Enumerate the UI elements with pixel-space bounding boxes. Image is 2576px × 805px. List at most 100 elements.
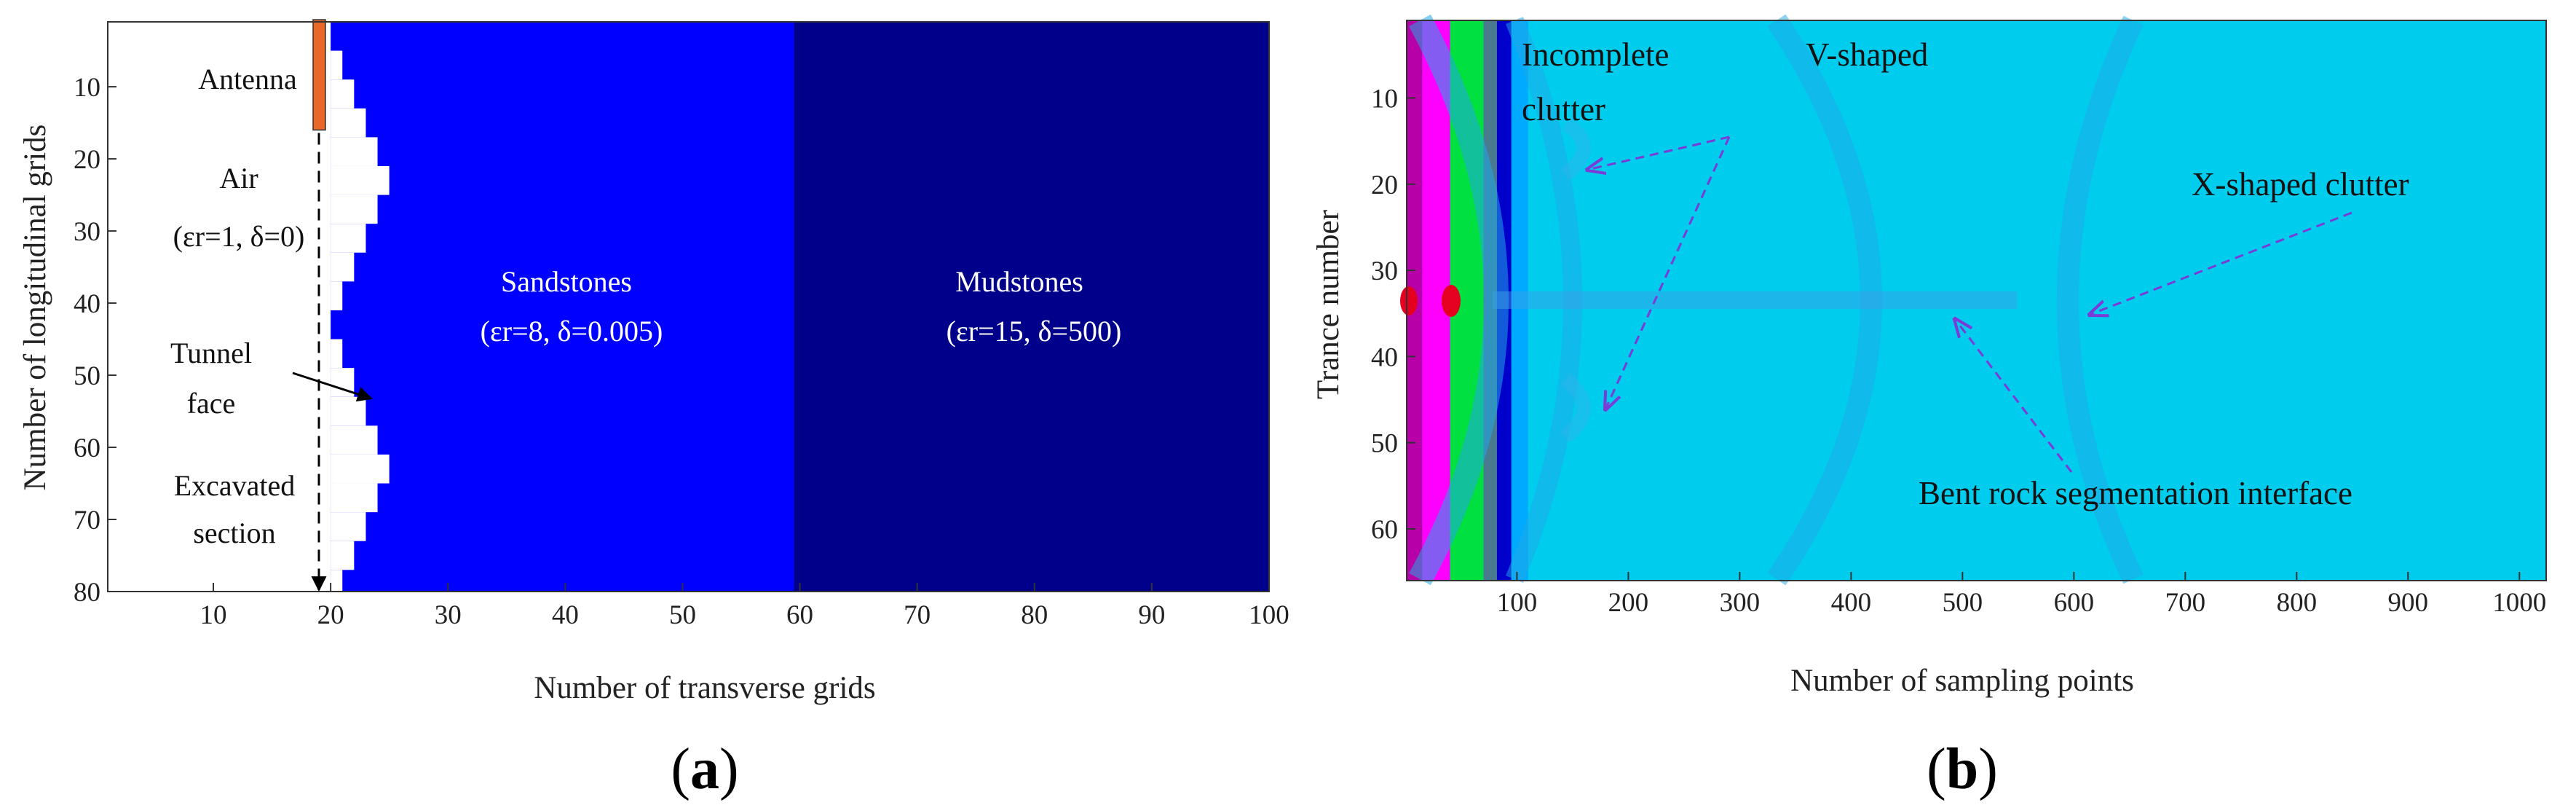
b-annotation-arrows [1587,136,2352,473]
b-arrow-incomplete [1587,136,1730,170]
a-tunnel-face-step [331,339,343,369]
a-tunnel-face-step [331,281,343,310]
a-ticks-layer: 10 20 30 40 50 60 70 80 90 100 10 20 30 40 50 60 70 80 [74,73,1289,630]
b-label-bent: Bent rock segmentation interface [1919,475,2352,511]
b-arrow-vshaped [1605,136,1731,409]
a-x-tick-label: 10 [200,600,227,630]
a-tunnel-face-step [331,425,378,455]
a-label-sandstones: Sandstones [501,265,632,298]
a-label-antenna: Antenna [198,63,297,95]
a-tunnel-face-step [331,454,390,484]
a-y-tick-label: 20 [74,145,100,175]
a-tunnel-face-step [331,137,378,166]
b-y-axis-label: Trance number [1311,210,1346,399]
a-tunnel-face-step [331,224,366,253]
b-x-tick-label: 400 [1831,588,1872,618]
b-x-tick-label: 800 [2277,588,2318,618]
b-clutter-curve-4 [2057,15,2144,584]
b-y-tick-label: 20 [1371,170,1398,200]
a-tunnel-face-step [331,483,378,513]
b-y-tick-label: 40 [1371,342,1398,372]
b-direct-wave-bands [1407,20,1528,581]
a-x-tick-label: 90 [1138,600,1165,630]
a-tunnel-face-step [331,108,366,138]
b-label-incomplete: Incomplete [1522,36,1669,73]
b-red-spot-2 [1442,285,1461,317]
a-y-tick-label: 40 [74,289,100,319]
a-y-tick-label: 80 [74,578,100,608]
a-region-sandstones [331,22,794,592]
a-region-air [108,22,331,592]
a-label-section: section [193,517,275,549]
a-x-tick-label: 70 [904,600,931,630]
a-label-excavated: Excavated [174,469,296,502]
panel-a: 10 20 30 40 50 60 70 80 90 100 10 20 30 40 50 60 70 80 An… [18,19,1289,801]
a-x-tick-label: 60 [786,600,813,630]
a-tunnel-face-step [331,50,343,80]
a-region-mudstones [794,22,1269,592]
a-y-tick-label: 60 [74,433,100,463]
a-x-tick-label: 20 [317,600,344,630]
a-panel-label: (a) [671,737,738,801]
a-x-tick-label: 30 [435,600,462,630]
a-x-tick-label: 50 [669,600,696,630]
b-red-spot-1 [1400,286,1418,315]
b-y-tick-label: 50 [1371,429,1398,459]
b-x-tick-label: 1000 [2492,588,2546,618]
b-ticks-layer: 100 200 300 400 500 600 700 800 900 1000 10 20 30 40 5… [1371,84,2546,618]
b-arrow-bent [1955,319,2073,473]
a-tunnel-face-step [331,195,378,224]
b-clutter-curve-5 [1560,117,1591,181]
b-x-tick-label: 900 [2388,588,2429,618]
a-y-tick-label: 10 [74,73,100,103]
a-x-axis-label: Number of transverse grids [534,671,875,705]
b-clutter-curve-6 [1560,373,1591,443]
a-tunnel-face-step [331,79,355,109]
b-x-tick-label: 300 [1720,588,1761,618]
a-antenna-bar [312,19,326,131]
a-region-layer [108,22,1269,592]
b-x-tick-label: 700 [2165,588,2206,618]
a-antenna-layer [312,19,326,131]
b-y-tick-label: 60 [1371,515,1398,545]
b-clutter-layer [1400,14,2144,586]
b-label-clutter: clutter [1522,91,1605,127]
a-tunnel-face-step [331,165,390,195]
a-y-tick-label: 70 [74,506,100,535]
a-y-axis-label: Number of longitudinal grids [18,125,52,491]
b-label-xshaped: X-shaped clutter [2192,166,2409,203]
b-x-tick-label: 500 [1943,588,1983,618]
a-x-tick-label: 100 [1249,600,1289,630]
b-axes-frame [1406,20,2547,581]
a-label-air-params: (εr=1, δ=0) [173,220,305,253]
a-tunnel-face-step [331,541,355,570]
b-x-tick-label: 100 [1497,588,1538,618]
b-x-tick-label: 600 [2054,588,2095,618]
a-tunnel-face-step [331,570,343,592]
b-horizontal-clutter [1493,291,2017,309]
a-x-tick-label: 40 [552,600,579,630]
panel-b: 100 200 300 400 500 600 700 800 900 1000 10 20 30 40 5… [1311,14,2547,801]
b-label-vshaped: V-shaped [1806,36,1928,73]
a-tunnel-face-arrow [292,372,373,402]
a-y-tick-label: 50 [74,361,100,391]
a-label-air: Air [219,162,258,195]
b-y-tick-label: 10 [1371,84,1398,114]
b-y-tick-label: 30 [1371,256,1398,286]
a-axes-frame [107,21,1270,592]
a-label-face: face [187,387,236,420]
b-x-tick-label: 200 [1608,588,1649,618]
a-label-mudstones-params: (εr=15, δ=500) [947,315,1122,347]
b-panel-label: (b) [1927,737,1998,801]
a-label-mudstones: Mudstones [955,265,1083,298]
a-tunnel-face-step [331,512,366,541]
a-label-tunnel: Tunnel [170,337,252,369]
a-x-tick-label: 80 [1021,600,1048,630]
a-tunnel-face-step [331,396,366,426]
b-x-axis-label: Number of sampling points [1790,664,2134,698]
a-label-sandstones-params: (εr=8, δ=0.005) [481,315,663,347]
a-y-tick-label: 30 [74,217,100,247]
b-arrow-xshaped [2090,211,2352,315]
a-tunnel-face-step [331,252,355,282]
